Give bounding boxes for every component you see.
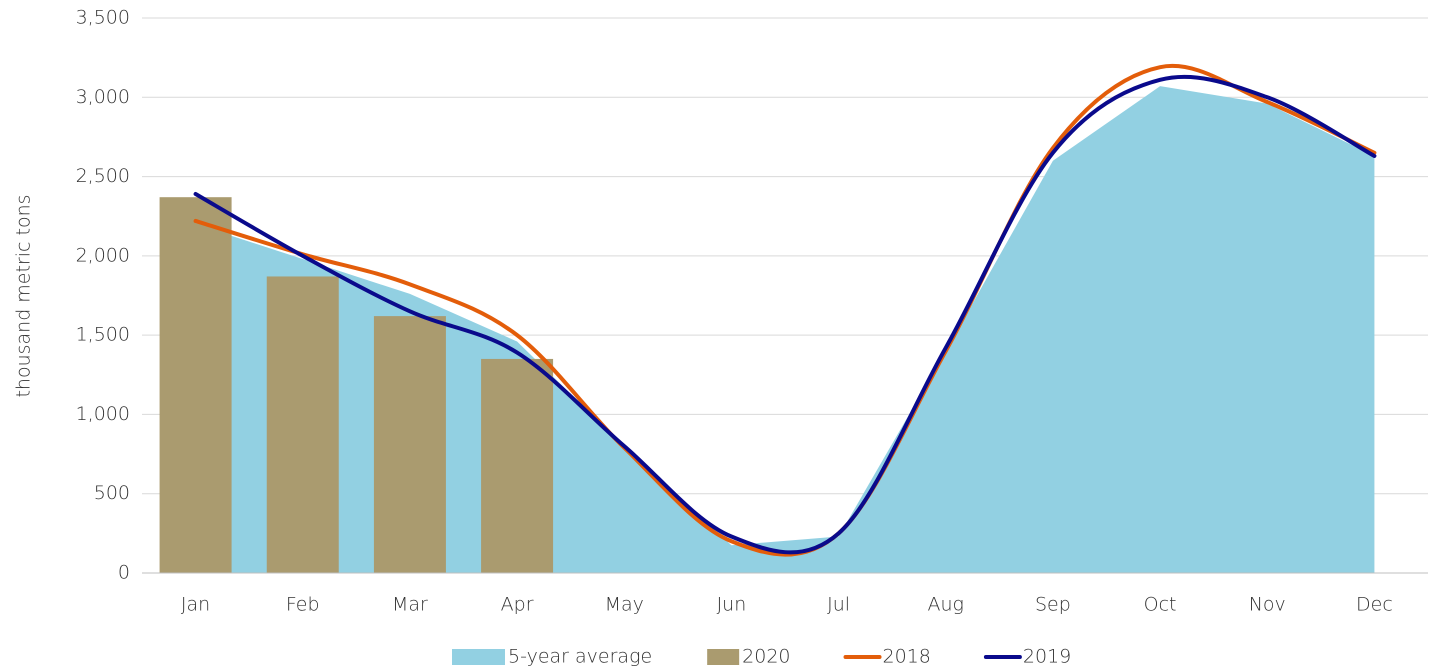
y-tick-label: 2,000 [76, 244, 130, 266]
legend-label: 2019 [1023, 646, 1071, 668]
legend-swatch [707, 649, 740, 665]
y-tick-label: 3,500 [76, 7, 130, 29]
y-tick-label: 3,000 [76, 86, 130, 108]
y-tick-label: 1,500 [76, 324, 130, 346]
x-tick-label: Mar [392, 594, 428, 616]
x-tick-label: Jan [181, 594, 210, 616]
bar [266, 276, 339, 573]
legend-label: 5-year average [508, 646, 652, 668]
x-tick-label: Jul [827, 594, 850, 616]
y-axis-label: thousand metric tons [13, 194, 35, 397]
y-tick-label: 1,000 [76, 403, 130, 425]
x-tick-label: Nov [1249, 594, 1286, 616]
x-tick-label: Aug [928, 594, 964, 616]
x-tick-label: May [605, 594, 644, 616]
x-tick-label: Feb [286, 594, 320, 616]
bar [481, 358, 554, 573]
bar [373, 316, 446, 573]
line [193, 74, 1377, 555]
y-tick-label: 0 [118, 562, 130, 584]
area [195, 86, 1375, 573]
x-tick-label: Dec [1356, 594, 1393, 616]
x-tick-label: Jun [717, 594, 747, 616]
x-tick-label: Oct [1144, 594, 1177, 616]
y-tick-label: 2,500 [76, 165, 130, 187]
y-tick-label: 500 [94, 482, 130, 504]
bar [159, 197, 232, 573]
x-tick-label: Apr [501, 594, 534, 616]
legend-swatch [452, 649, 505, 665]
x-tick-label: Sep [1035, 594, 1071, 616]
legend-label: 2020 [742, 646, 790, 668]
legend-label: 2018 [883, 646, 931, 668]
